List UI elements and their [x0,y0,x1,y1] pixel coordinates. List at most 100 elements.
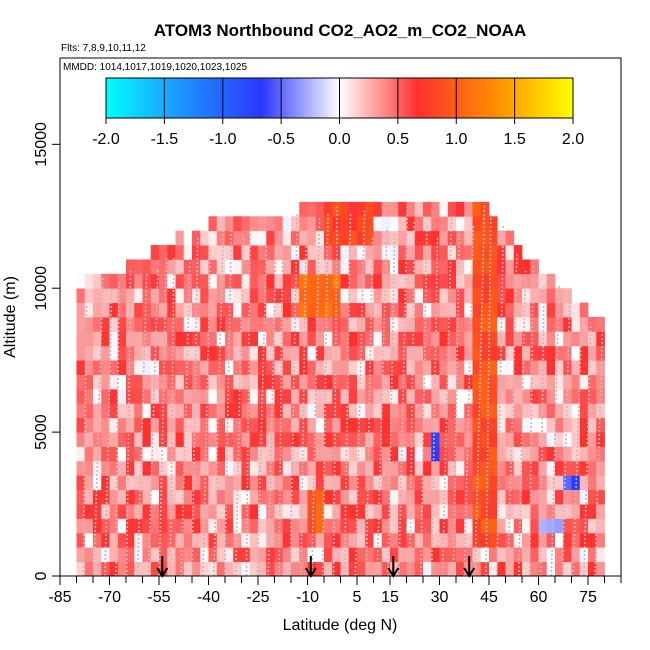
heatmap-cell [332,345,341,361]
heatmap-cell [431,273,440,289]
heatmap-cell [307,417,317,433]
heatmap-cell [489,417,498,433]
heatmap-cell [480,489,490,505]
heatmap-cell [233,460,242,476]
heatmap-cell [307,518,317,534]
heatmap-cell [563,547,572,563]
heatmap-cell [299,446,308,462]
heatmap-cell [266,504,275,519]
heatmap-cell [216,230,226,246]
heatmap-cell [200,403,209,419]
heatmap-cell [431,317,440,332]
heatmap-cell [167,547,176,563]
heatmap-cell [208,475,218,491]
arrow-markers [156,556,476,578]
heatmap-cell [134,460,143,476]
heatmap-cell [159,273,168,289]
heatmap-cell [423,504,432,519]
heatmap-cell [538,273,548,289]
heatmap-cell [126,273,135,289]
heatmap-cell [291,273,300,289]
heatmap-cell [489,403,498,419]
flights-note: Flts: 7,8,9,10,11,12 [61,43,146,54]
heatmap-cell [183,561,193,577]
heatmap-cell [497,345,506,361]
heatmap-cell [266,403,275,419]
heatmap-cell [340,475,350,491]
heatmap-cell [406,460,416,476]
heatmap-cell [398,230,407,246]
heatmap-cell [555,331,564,347]
heatmap-cell [93,288,102,304]
heatmap-cell [414,460,424,476]
y-tick-label: 10000 [33,266,50,311]
heatmap-cell [241,475,251,491]
heatmap-cell [307,259,317,275]
heatmap-cell [588,417,597,433]
heatmap-cell [216,489,226,505]
heatmap-cell [406,417,416,433]
heatmap-cell [109,331,119,347]
heatmap-cell [348,547,358,563]
heatmap-cell [126,475,135,491]
heatmap-cell [381,417,391,433]
heatmap-cell [596,561,605,577]
heatmap-cell [579,460,589,476]
heatmap-cell [249,374,259,390]
heatmap-cell [505,403,515,419]
heatmap-cell [373,331,383,347]
heatmap-cell [398,489,407,505]
heatmap-cell [150,561,160,577]
heatmap-cell [299,201,308,217]
heatmap-cell [150,532,160,548]
heatmap-cell [571,532,581,548]
heatmap-cell [258,489,267,505]
heatmap-cell [390,374,399,390]
heatmap-cell [357,302,366,318]
heatmap-cell [126,532,135,548]
heatmap-cell [332,446,341,462]
heatmap-cell [530,403,539,419]
heatmap-cell [134,446,143,462]
heatmap-cell [274,273,284,289]
heatmap-cell [555,532,564,548]
heatmap-cell [101,432,110,447]
heatmap-cell [406,388,416,404]
heatmap-cell [513,331,523,347]
heatmap-cell [299,245,308,260]
heatmap-cell [101,532,110,548]
heatmap-cell [414,230,424,246]
heatmap-cell [299,561,308,577]
heatmap-cell [282,460,292,476]
heatmap-cell [241,288,251,304]
heatmap-cell [365,518,374,534]
heatmap-cell [299,302,308,318]
heatmap-cell [266,245,275,260]
heatmap-cell [324,288,333,304]
heatmap-cell [340,561,350,577]
heatmap-cell [315,331,325,347]
heatmap-cell [340,201,350,217]
heatmap-cell [373,273,383,289]
heatmap-cell [299,317,308,332]
heatmap-cell [134,504,143,519]
heatmap-cell [101,446,110,462]
heatmap-cell [522,388,531,404]
heatmap-cell [282,518,292,534]
heatmap-cell [373,475,383,491]
heatmap-cell [357,201,366,217]
heatmap-cell [216,245,226,260]
flight-profile [398,205,409,577]
heatmap-cell [390,403,399,419]
heatmap-cell [150,288,160,304]
heatmap-cell [447,547,457,563]
heatmap-cell [126,403,135,419]
heatmap-cell [522,345,531,361]
heatmap-cell [266,216,275,232]
heatmap-cell [522,288,531,304]
heatmap-cell [324,360,333,375]
heatmap-cell [472,489,482,505]
heatmap-cell [192,489,201,505]
heatmap-cell [472,561,482,577]
heatmap-cell [249,460,259,476]
